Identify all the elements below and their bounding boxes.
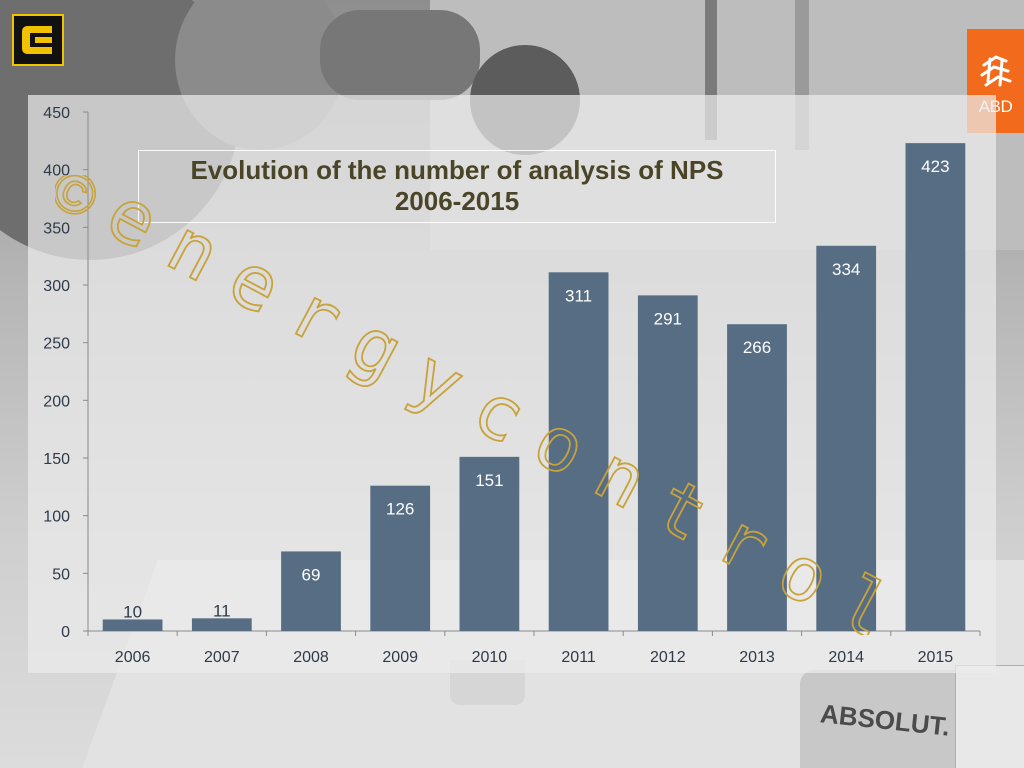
data-label: 311 — [565, 286, 592, 305]
y-tick-label: 200 — [43, 393, 70, 410]
x-tick-label: 2009 — [382, 649, 418, 666]
data-label: 126 — [386, 500, 414, 519]
data-label: 10 — [123, 602, 142, 621]
x-tick-label: 2008 — [293, 649, 329, 666]
x-tick-label: 2014 — [828, 649, 864, 666]
chart-title: Evolution of the number of analysis of N… — [138, 150, 776, 223]
bar-2007 — [191, 618, 252, 631]
y-tick-label: 250 — [43, 336, 70, 353]
chart-bars — [102, 143, 966, 631]
y-tick-label: 400 — [43, 163, 70, 180]
background-bottle — [800, 670, 980, 768]
bar-2006 — [102, 619, 163, 631]
data-label: 291 — [654, 309, 682, 328]
bar-2015 — [905, 143, 966, 631]
data-label: 69 — [302, 565, 321, 584]
cg-logo-glyph — [22, 26, 52, 54]
bar-2008 — [281, 551, 341, 631]
bar-2014 — [816, 245, 877, 631]
y-tick-label: 450 — [43, 105, 70, 122]
data-label: 334 — [832, 260, 860, 279]
background-box — [955, 665, 1024, 768]
y-tick-label: 150 — [43, 451, 70, 468]
x-tick-label: 2006 — [115, 649, 151, 666]
x-tick-label: 2011 — [561, 649, 596, 666]
data-label: 423 — [921, 157, 949, 176]
background-person — [320, 10, 480, 100]
data-label: 151 — [475, 471, 503, 490]
x-tick-label: 2015 — [918, 649, 954, 666]
chart-title-line-2: 2006-2015 — [394, 186, 520, 216]
x-tick-label: 2010 — [472, 649, 508, 666]
y-tick-label: 100 — [43, 509, 70, 526]
data-label: 266 — [743, 338, 771, 357]
chart-labels: 2006 10 2007 11 2008 69 2009 126 2010 151 2011 311 2… — [115, 157, 953, 666]
bar-2013 — [727, 324, 787, 631]
data-label: 11 — [213, 601, 231, 620]
x-tick-label: 2013 — [739, 649, 775, 666]
x-tick-label: 2007 — [204, 649, 240, 666]
y-tick-label: 350 — [43, 220, 70, 237]
y-tick-label: 0 — [61, 624, 70, 641]
bar-2011 — [548, 272, 609, 631]
bar-2010 — [459, 456, 520, 631]
cg-logo-icon — [12, 14, 64, 66]
abd-logo-glyph — [980, 55, 1011, 87]
chart-title-line-1: Evolution of the number of analysis of N… — [190, 155, 724, 185]
y-tick-label: 300 — [43, 278, 70, 295]
y-tick-label: 50 — [52, 566, 70, 583]
bar-2009 — [370, 485, 431, 631]
bar-2012 — [637, 295, 698, 631]
x-tick-label: 2012 — [650, 649, 686, 666]
